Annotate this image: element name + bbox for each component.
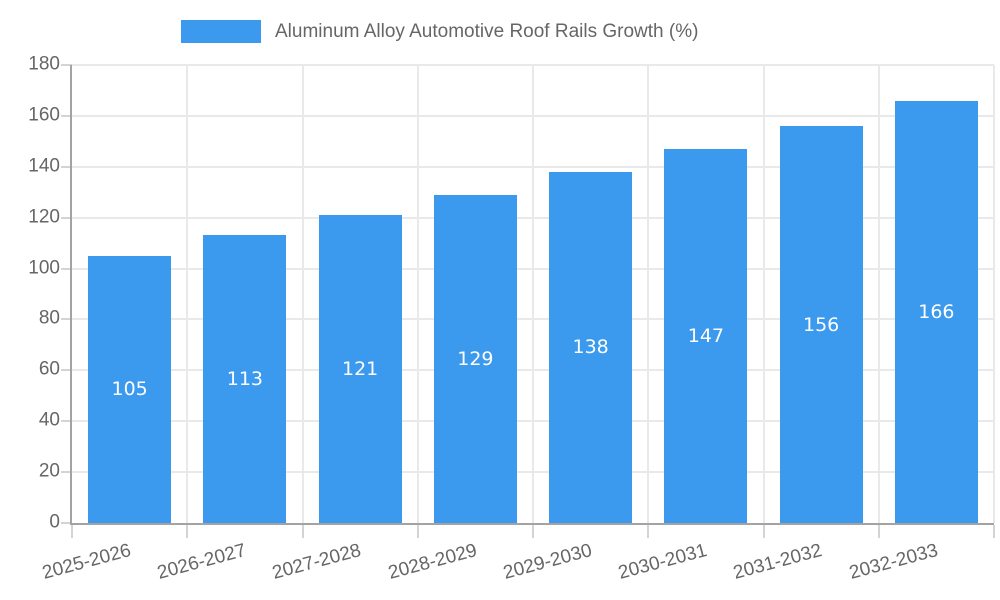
bar[interactable] <box>203 235 287 523</box>
x-gridline <box>647 65 650 523</box>
legend-item[interactable]: Aluminum Alloy Automotive Roof Rails Gro… <box>181 20 698 43</box>
x-axis-tick <box>993 525 995 538</box>
x-gridline <box>301 65 304 523</box>
bar[interactable] <box>779 126 863 523</box>
bar-value-label: 166 <box>918 300 955 323</box>
y-axis-label: 0 <box>49 511 60 533</box>
x-axis-tick <box>71 525 73 538</box>
y-axis-label: 40 <box>38 409 60 431</box>
y-axis-tick <box>61 471 72 474</box>
y-axis-label: 180 <box>28 53 60 75</box>
legend-label: Aluminum Alloy Automotive Roof Rails Gro… <box>275 20 699 42</box>
y-axis-tick <box>61 522 72 524</box>
bar[interactable] <box>88 255 172 523</box>
x-axis-line <box>70 523 994 525</box>
x-gridline <box>186 65 189 523</box>
x-axis-label: 2027-2028 <box>270 540 364 584</box>
bar-value-label: 113 <box>226 368 264 391</box>
x-axis-tick <box>532 525 534 538</box>
y-axis-tick <box>61 369 72 372</box>
x-gridline <box>532 65 534 523</box>
y-axis-tick <box>61 318 72 321</box>
x-axis-label: 2025-2026 <box>39 540 134 584</box>
x-axis-tick <box>762 525 765 538</box>
y-axis-tick <box>61 267 72 270</box>
bar-value-label: 138 <box>572 336 609 359</box>
bar[interactable] <box>664 148 748 523</box>
x-gridline <box>416 65 419 523</box>
y-axis-tick <box>61 165 72 168</box>
x-axis-tick <box>647 525 650 538</box>
bar-value-label: 129 <box>457 347 494 370</box>
y-axis-label: 80 <box>38 307 60 329</box>
x-gridline <box>762 65 765 523</box>
bar-value-label: 156 <box>802 313 840 336</box>
bar-value-label: 121 <box>341 358 379 381</box>
x-gridline <box>877 65 880 523</box>
x-axis-label: 2026-2027 <box>155 540 249 584</box>
bar-value-label: 147 <box>687 324 725 347</box>
y-axis-label: 100 <box>28 257 60 279</box>
x-axis-tick <box>301 525 304 538</box>
bar[interactable] <box>318 215 402 523</box>
y-axis-label: 20 <box>38 460 60 482</box>
y-axis-line <box>70 65 72 525</box>
y-axis-label: 60 <box>38 358 60 380</box>
bar-value-label: 105 <box>111 378 148 401</box>
y-axis-label: 120 <box>28 206 60 228</box>
x-axis-label: 2032-2033 <box>846 540 940 584</box>
bar[interactable] <box>433 194 517 523</box>
y-axis-label: 160 <box>28 104 60 126</box>
x-axis-label: 2030-2031 <box>616 540 710 584</box>
x-axis-tick <box>186 525 189 538</box>
y-axis-tick <box>61 420 72 423</box>
x-axis-tick <box>416 525 419 538</box>
y-axis-tick <box>61 216 72 219</box>
bar[interactable] <box>894 100 978 523</box>
x-axis-label: 2029-2030 <box>500 540 595 584</box>
x-gridline <box>993 65 995 523</box>
x-axis-label: 2028-2029 <box>385 540 479 584</box>
y-axis-tick <box>61 114 72 117</box>
y-axis-label: 140 <box>28 155 60 177</box>
bar[interactable] <box>549 171 633 523</box>
x-axis-label: 2031-2032 <box>731 540 825 584</box>
x-axis-tick <box>877 525 880 538</box>
legend-swatch-icon <box>181 20 261 43</box>
y-axis-tick <box>61 64 72 66</box>
